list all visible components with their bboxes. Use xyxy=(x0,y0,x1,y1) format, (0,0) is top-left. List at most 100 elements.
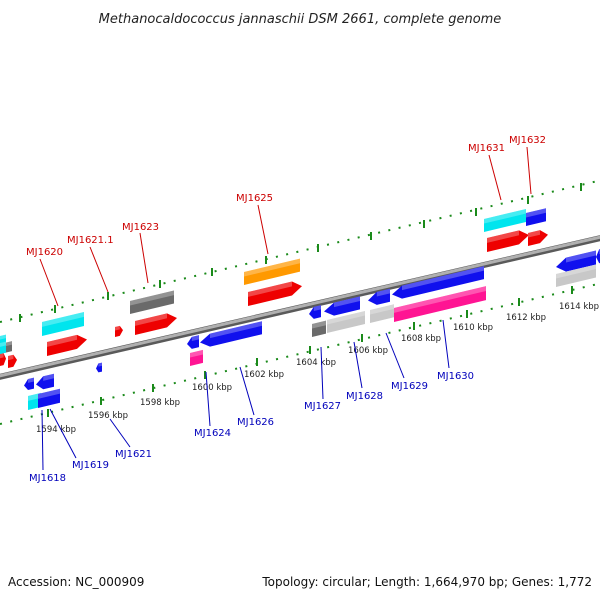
feature-highlight xyxy=(190,349,203,358)
backbone-line xyxy=(0,235,600,378)
feature-highlight xyxy=(327,310,365,325)
feature-blue xyxy=(187,335,199,349)
feature-red xyxy=(487,230,529,252)
gene-label-mj1628[interactable]: MJ1628 xyxy=(346,391,383,402)
gene-label-mj1630[interactable]: MJ1630 xyxy=(437,371,474,382)
feature-highlight xyxy=(191,335,199,342)
leader-line xyxy=(526,146,532,195)
gene-label-mj1625[interactable]: MJ1625 xyxy=(236,193,273,204)
feature-cyan xyxy=(42,312,84,336)
feature-highlight xyxy=(115,325,120,331)
feature-highlight xyxy=(313,305,321,312)
feature-light-gray xyxy=(327,310,365,333)
gene-label-mj1632[interactable]: MJ1632 xyxy=(509,135,546,146)
map-title: Methanocaldococcus jannaschii DSM 2661, … xyxy=(99,12,502,27)
leader-line xyxy=(239,366,255,416)
genome-backbone xyxy=(0,235,600,380)
leader-line xyxy=(385,332,405,379)
feature-highlight xyxy=(43,373,54,381)
tick-strand xyxy=(0,282,600,425)
feature-highlight xyxy=(135,313,167,326)
leader-line xyxy=(442,319,450,369)
feature-pink xyxy=(394,286,486,322)
feature-highlight xyxy=(394,286,486,313)
feature-cyan xyxy=(0,341,6,354)
feature-red xyxy=(528,230,548,246)
gene-label-mj1626[interactable]: MJ1626 xyxy=(237,417,274,428)
feature-highlight xyxy=(248,281,292,297)
feature-highlight xyxy=(98,362,102,367)
scale-label: 1606 kbp xyxy=(348,346,388,356)
gene-label-mj1629[interactable]: MJ1629 xyxy=(391,381,428,392)
scale-label: 1610 kbp xyxy=(453,323,493,333)
feature-highlight xyxy=(28,377,34,383)
feature-blue xyxy=(96,362,102,373)
feature-light-gray xyxy=(556,264,596,287)
gene-label-mj1624[interactable]: MJ1624 xyxy=(194,428,231,439)
gene-label-mj1621[interactable]: MJ1621 xyxy=(115,449,152,460)
feature-blue xyxy=(200,321,262,347)
feature-highlight xyxy=(402,266,484,291)
summary-text: Topology: circular; Length: 1,664,970 bp… xyxy=(261,575,592,589)
scale-label: 1608 kbp xyxy=(401,334,441,344)
feature-highlight xyxy=(566,250,596,263)
feature-highlight xyxy=(47,334,77,347)
feature-highlight xyxy=(312,320,326,329)
leader-line xyxy=(257,204,269,255)
accession-text: Accession: NC_000909 xyxy=(8,575,144,589)
feature-highlight xyxy=(244,258,300,277)
feature-red xyxy=(47,334,87,356)
feature-pink xyxy=(190,349,203,366)
feature-highlight xyxy=(556,264,596,279)
gene-label-mj1619[interactable]: MJ1619 xyxy=(72,460,109,471)
feature-red xyxy=(135,313,177,335)
feature-highlight xyxy=(42,312,84,327)
top-gene-labels: MJ1620 MJ1621.1 MJ1623 MJ1625 MJ1631 MJ1… xyxy=(26,135,546,258)
feature-highlight xyxy=(130,290,174,306)
feature-blue xyxy=(24,377,34,391)
scale-label: 1596 kbp xyxy=(88,411,128,421)
gene-features xyxy=(0,208,600,410)
feature-blue xyxy=(309,305,321,319)
leader-line xyxy=(139,232,149,284)
scale-label: 1600 kbp xyxy=(192,383,232,393)
gene-label-mj1627[interactable]: MJ1627 xyxy=(304,401,341,412)
gene-label-mj1631[interactable]: MJ1631 xyxy=(468,143,505,154)
gene-label-mj1623[interactable]: MJ1623 xyxy=(122,222,159,233)
gene-label-mj1618[interactable]: MJ1618 xyxy=(29,473,66,484)
feature-highlight xyxy=(0,341,6,347)
feature-gray xyxy=(312,320,326,337)
gene-label-mj1620[interactable]: MJ1620 xyxy=(26,247,63,258)
feature-light-gray xyxy=(370,304,394,323)
feature-gray xyxy=(130,290,174,314)
leader-line xyxy=(89,246,109,293)
feature-highlight xyxy=(370,304,394,315)
feature-highlight xyxy=(334,296,360,308)
scale-label: 1612 kbp xyxy=(506,313,546,323)
leader-line xyxy=(320,346,324,400)
tick-strand xyxy=(0,179,600,323)
feature-highlight xyxy=(526,208,546,218)
feature-highlight xyxy=(484,209,526,224)
feature-blue xyxy=(368,288,390,305)
leader-line xyxy=(39,258,59,307)
feature-red xyxy=(8,354,17,368)
feature-blue xyxy=(324,296,360,316)
leader-line xyxy=(353,341,363,389)
leader-lines xyxy=(39,146,532,471)
feature-red xyxy=(248,281,302,306)
feature-blue xyxy=(36,373,54,390)
feature-highlight xyxy=(0,353,4,359)
scale-label: 1594 kbp xyxy=(36,425,76,435)
feature-red xyxy=(115,325,123,337)
feature-cyan xyxy=(28,392,41,410)
bottom-gene-labels: MJ1618 MJ1619 MJ1621 MJ1624 MJ1626 MJ162… xyxy=(29,371,474,484)
leader-line xyxy=(205,371,211,427)
scale-label: 1602 kbp xyxy=(244,370,284,380)
feature-highlight xyxy=(38,388,60,399)
feature-highlight xyxy=(210,321,262,339)
feature-highlight xyxy=(376,288,390,297)
feature-highlight xyxy=(528,230,540,238)
gene-label-mj1621-1[interactable]: MJ1621.1 xyxy=(67,235,114,246)
